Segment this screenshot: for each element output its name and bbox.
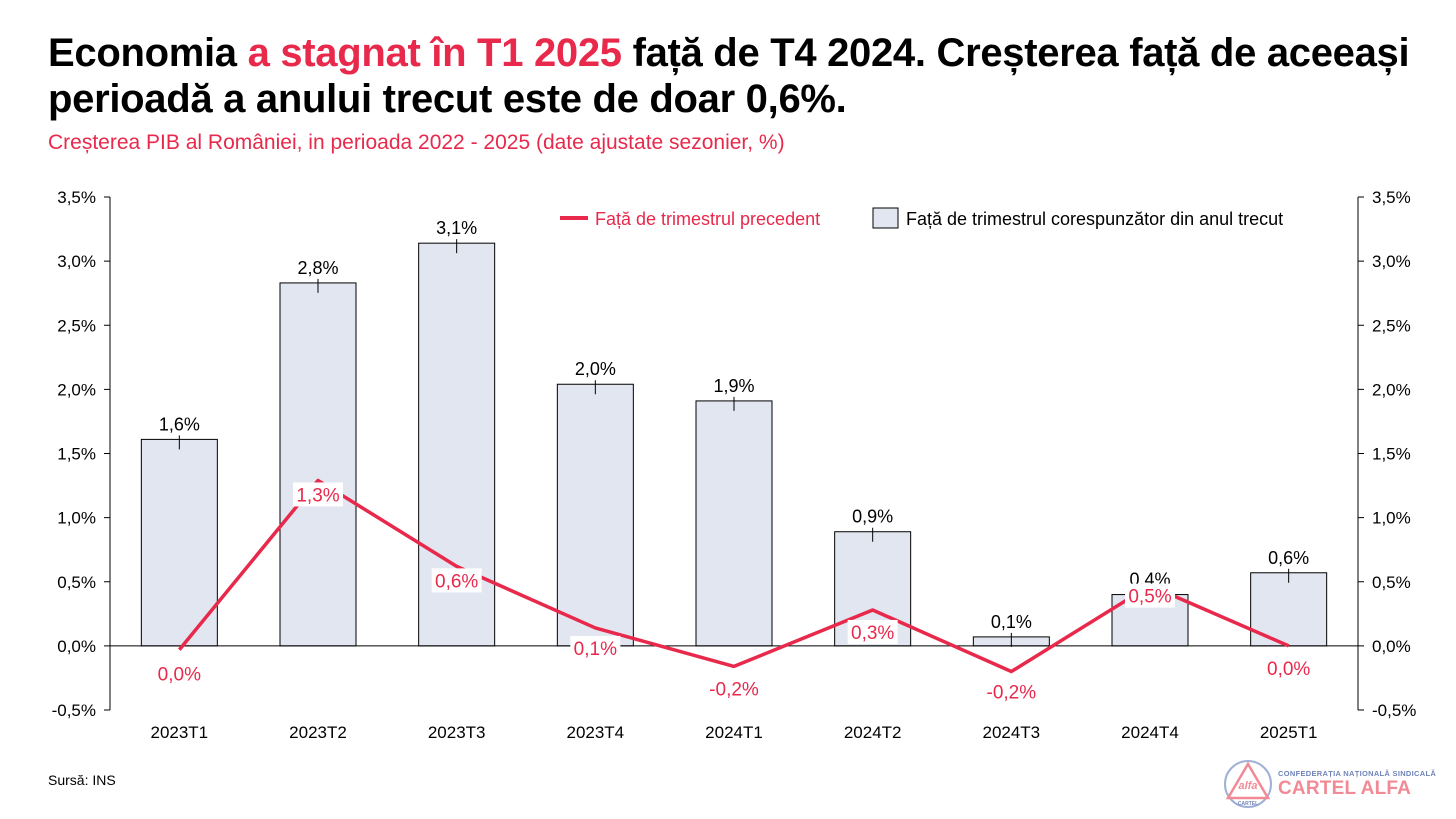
line-value-label: 1,3% bbox=[296, 485, 339, 506]
x-tick-label: 2024T3 bbox=[982, 723, 1040, 742]
source-note: Sursă: INS bbox=[48, 772, 116, 788]
y-tick-label-left: 3,0% bbox=[57, 252, 96, 271]
logo-big-text: CARTEL ALFA bbox=[1278, 778, 1412, 799]
chart-title: Economia a stagnat în T1 2025 față de T4… bbox=[48, 30, 1428, 122]
x-tick-label: 2024T2 bbox=[844, 723, 902, 742]
bar-value-label: 0,1% bbox=[991, 612, 1032, 632]
alfa-emblem-icon: alfa CARTEL bbox=[1224, 760, 1272, 808]
bar-value-label: 0,9% bbox=[852, 507, 893, 527]
line-value-label: 0,5% bbox=[1128, 587, 1171, 608]
x-tick-label: 2024T1 bbox=[705, 723, 763, 742]
y-tick-label-left: 0,5% bbox=[57, 573, 96, 592]
line-value-label: -0,2% bbox=[709, 679, 759, 700]
bar-value-label: 3,1% bbox=[436, 218, 477, 238]
bar-value-label: 1,9% bbox=[713, 376, 754, 396]
y-tick-label-right: 3,5% bbox=[1372, 188, 1411, 207]
y-tick-label-right: 0,0% bbox=[1372, 637, 1411, 656]
legend-line-label: Față de trimestrul precedent bbox=[595, 209, 820, 229]
line-label-bg bbox=[431, 568, 482, 593]
line-label-bg bbox=[981, 679, 1042, 704]
bar-value-label: 1,6% bbox=[159, 414, 200, 434]
y-tick-label-left: 0,0% bbox=[57, 637, 96, 656]
y-tick-label-right: 1,5% bbox=[1372, 445, 1411, 464]
line-value-label: 0,1% bbox=[574, 639, 617, 660]
legend-bar-swatch bbox=[872, 207, 899, 229]
chart-subtitle: Creșterea PIB al României, in perioada 2… bbox=[48, 131, 785, 154]
y-tick-label-right: -0,5% bbox=[1372, 701, 1416, 720]
emblem-sub-text: CARTEL bbox=[1238, 801, 1258, 807]
x-tick-label: 2025T1 bbox=[1260, 723, 1318, 742]
x-tick-label: 2023T3 bbox=[428, 723, 486, 742]
line-value-label: 0,3% bbox=[851, 623, 894, 644]
line-label-bg bbox=[1125, 583, 1175, 608]
x-tick-label: 2023T4 bbox=[566, 723, 624, 742]
x-tick-label: 2024T4 bbox=[1121, 723, 1179, 742]
title-highlight: a stagnat în T1 2025 bbox=[247, 31, 622, 75]
line-value-label: 0,6% bbox=[435, 571, 478, 592]
line-label-bg bbox=[293, 482, 343, 507]
y-tick-label-left: 2,0% bbox=[57, 380, 96, 399]
title-part-1: Economia bbox=[48, 31, 248, 75]
line-series-qoq bbox=[177, 478, 1290, 674]
y-tick-label-right: 1,0% bbox=[1372, 509, 1411, 528]
bar-value-label: 0,6% bbox=[1268, 548, 1309, 568]
line-value-label: -0,2% bbox=[987, 683, 1037, 704]
x-tick-label: 2023T2 bbox=[289, 723, 347, 742]
line-label-bg bbox=[570, 635, 621, 660]
line-value-label: 0,0% bbox=[158, 665, 201, 686]
bar-2023T2 bbox=[279, 282, 357, 647]
y-tick-label-left: 1,5% bbox=[57, 445, 96, 464]
legend-bar-label: Față de trimestrul corespunzător din anu… bbox=[906, 209, 1283, 229]
y-tick-label-right: 2,5% bbox=[1372, 316, 1411, 335]
bar-2023T4 bbox=[556, 383, 634, 647]
line-label-bg bbox=[703, 676, 765, 701]
line-label-bg bbox=[847, 619, 898, 644]
cartel-alfa-logo: alfa CARTEL CONFEDERAȚIA NAȚIONALĂ SINDI… bbox=[1222, 758, 1437, 810]
y-tick-label-right: 2,0% bbox=[1372, 380, 1411, 399]
bar-value-label: 2,0% bbox=[575, 359, 616, 379]
logo-small-text: CONFEDERAȚIA NAȚIONALĂ SINDICALĂ bbox=[1278, 769, 1437, 778]
x-tick-label: 2023T1 bbox=[150, 723, 208, 742]
line-value-label: 0,0% bbox=[1267, 659, 1310, 680]
y-tick-label-left: 2,5% bbox=[57, 316, 96, 335]
emblem-text: alfa bbox=[1239, 780, 1258, 792]
bar-value-label: 2,8% bbox=[297, 258, 338, 278]
line-label-bg bbox=[1263, 655, 1314, 680]
title-part-2: față de T4 2024. Creșterea față de aceea… bbox=[48, 31, 1410, 121]
y-tick-label-right: 3,0% bbox=[1372, 252, 1411, 271]
y-tick-label-left: 3,5% bbox=[57, 188, 96, 207]
y-tick-label-right: 0,5% bbox=[1372, 573, 1411, 592]
y-tick-label-left: -0,5% bbox=[52, 701, 96, 720]
bar-2024T1 bbox=[695, 400, 773, 647]
y-tick-label-left: 1,0% bbox=[57, 509, 96, 528]
line-label-bg bbox=[154, 661, 205, 686]
